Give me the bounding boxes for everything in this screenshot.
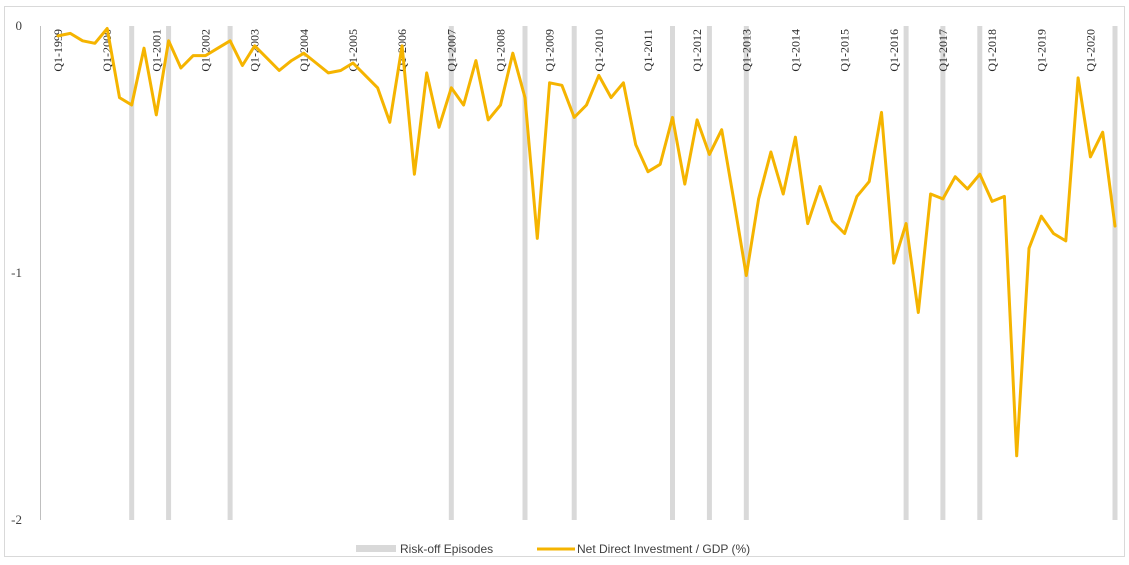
x-tick-label: Q1-2013	[739, 29, 753, 72]
risk-off-bands	[129, 26, 1118, 520]
chart-area-border	[4, 6, 1125, 557]
x-tick-label: Q1-2012	[690, 29, 704, 72]
risk-off-band	[706, 26, 712, 520]
x-tick-label: Q1-2002	[199, 29, 213, 72]
x-tick-label: Q1-2010	[592, 29, 606, 72]
risk-off-band	[448, 26, 454, 520]
x-tick-label: Q1-1999	[51, 29, 65, 72]
x-tick-labels: Q1-1999 Q1-2000 Q1-2001 Q1-2002 Q1-2003 Q1-20…	[51, 29, 1097, 72]
risk-off-band	[940, 26, 946, 520]
risk-off-band	[166, 26, 172, 520]
x-tick-label: Q1-2018	[985, 29, 999, 72]
legend-label-risk-off: Risk-off Episodes	[400, 542, 493, 556]
risk-off-band	[227, 26, 233, 520]
legend: Risk-off Episodes Net Direct Investment /…	[356, 542, 750, 556]
risk-off-band	[1112, 26, 1118, 520]
x-tick-label: Q1-2017	[936, 29, 950, 72]
x-tick-label: Q1-2020	[1083, 29, 1097, 72]
y-tick-label: 0	[16, 18, 23, 33]
x-tick-label: Q1-2009	[543, 29, 557, 72]
legend-label-net-direct-investment: Net Direct Investment / GDP (%)	[577, 542, 750, 556]
risk-off-band	[903, 26, 909, 520]
x-tick-label: Q1-2015	[838, 29, 852, 72]
x-tick-label: Q1-2019	[1034, 29, 1048, 72]
x-tick-label: Q1-2007	[444, 29, 458, 72]
x-tick-label: Q1-2001	[149, 29, 163, 72]
risk-off-band	[522, 26, 528, 520]
x-tick-label: Q1-2008	[494, 29, 508, 72]
y-tick-labels: 0 -1 -2	[11, 18, 22, 527]
risk-off-band	[977, 26, 983, 520]
y-tick-label: -1	[11, 265, 22, 280]
series-line-net-direct-investment	[56, 27, 1117, 458]
y-tick-label: -2	[11, 512, 22, 527]
x-tick-label: Q1-2005	[346, 29, 360, 72]
x-tick-label: Q1-2004	[297, 29, 311, 72]
risk-off-band	[670, 26, 675, 520]
x-tick-label: Q1-2003	[248, 29, 262, 72]
legend-swatch-risk-off	[356, 545, 396, 552]
x-tick-label: Q1-2014	[788, 29, 802, 72]
risk-off-band	[129, 26, 135, 520]
risk-off-band	[571, 26, 577, 520]
x-tick-label: Q1-2016	[887, 29, 901, 72]
x-tick-label: Q1-2011	[641, 29, 655, 71]
series-layer	[56, 27, 1117, 458]
